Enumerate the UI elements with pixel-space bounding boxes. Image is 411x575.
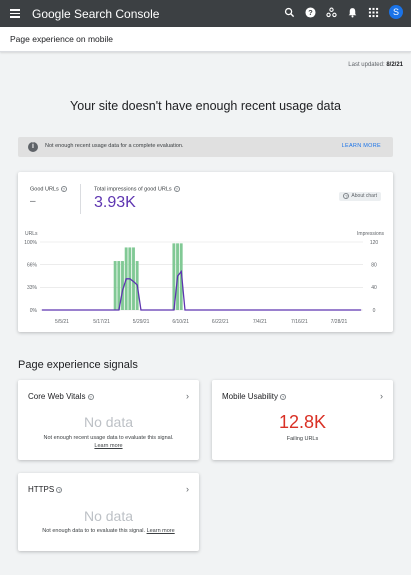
- help-icon[interactable]: ?: [173, 186, 180, 192]
- help-icon[interactable]: ?: [280, 393, 287, 400]
- x-tick-label: 5/29/21: [133, 319, 150, 325]
- x-tick-label: 6/10/21: [172, 319, 189, 325]
- cwv-nodata: No data: [83, 414, 134, 430]
- https-description: Not enough data to to evaluate this sign…: [18, 527, 199, 535]
- right-ticks: 120 80 40 0: [370, 240, 379, 314]
- https-title: HTTPS: [28, 485, 55, 494]
- last-updated: Last updated: 8/2/21: [348, 62, 403, 68]
- performance-chart: URLs Impressions 100% 66% 33% 0% 120 80 40 0 5…: [24, 231, 384, 325]
- bar: [172, 243, 176, 310]
- apps-icon[interactable]: [368, 7, 379, 18]
- page-title: Page experience on mobile: [10, 34, 114, 44]
- chevron-right-icon[interactable]: ›: [186, 391, 189, 401]
- chart-grid: [40, 241, 363, 311]
- right-tick-label: 120: [370, 240, 379, 246]
- good-urls-bars: [113, 243, 183, 310]
- good-urls-value: –: [30, 196, 36, 208]
- notifications-icon[interactable]: [347, 7, 358, 18]
- left-ticks: 100% 66% 33% 0%: [24, 240, 37, 314]
- left-tick-label: 0%: [30, 308, 38, 314]
- svg-text:?: ?: [308, 7, 313, 16]
- x-tick-label: 5/5/21: [55, 319, 69, 325]
- help-icon[interactable]: ?: [60, 186, 67, 192]
- last-updated-label: Last updated:: [348, 62, 385, 68]
- help-icon: ?: [343, 192, 350, 199]
- last-updated-value: 8/2/21: [386, 62, 403, 68]
- bar: [121, 261, 124, 310]
- good-urls-metric[interactable]: Good URLs? –: [30, 186, 67, 207]
- https-card[interactable]: HTTPS? › No data Not enough data to to e…: [18, 473, 199, 551]
- impressions-line: [41, 269, 362, 311]
- right-tick-label: 80: [371, 262, 377, 268]
- mu-value: 12.8K: [278, 412, 327, 432]
- page-header: Page experience on mobile: [0, 27, 411, 52]
- help-icon[interactable]: ?: [305, 6, 316, 18]
- left-tick-label: 33%: [27, 285, 38, 291]
- cwv-desc-text: Not enough recent usage data to evaluate…: [43, 435, 174, 441]
- total-impressions-metric[interactable]: Total impressions of good URLs? 3.93K: [94, 186, 180, 212]
- left-tick-label: 100%: [24, 240, 37, 246]
- chevron-right-icon[interactable]: ›: [380, 391, 383, 401]
- right-tick-label: 0: [373, 308, 376, 314]
- top-icons: ? S: [284, 5, 403, 19]
- https-desc-text: Not enough data to to evaluate this sign…: [42, 528, 146, 534]
- mu-title: Mobile Usability: [222, 392, 279, 401]
- help-icon[interactable]: ?: [56, 486, 63, 493]
- help-icon[interactable]: ?: [87, 393, 94, 400]
- core-web-vitals-card[interactable]: Core Web Vitals? › No data Not enough re…: [18, 380, 199, 460]
- avatar[interactable]: S: [389, 5, 403, 19]
- cwv-title: Core Web Vitals: [28, 392, 86, 401]
- https-nodata: No data: [83, 508, 134, 524]
- section-title: Page experience signals: [18, 359, 138, 371]
- x-tick-label: 7/16/21: [291, 319, 308, 325]
- metric-divider: [80, 184, 81, 214]
- menu-icon[interactable]: [10, 9, 20, 18]
- info-icon: i: [28, 142, 38, 152]
- mu-caption: Failing URLs: [286, 436, 319, 442]
- x-tick-label: 5/17/21: [93, 319, 110, 325]
- x-tick-label: 6/22/21: [212, 319, 229, 325]
- about-chart-button[interactable]: ? About chart: [339, 192, 381, 201]
- chevron-right-icon[interactable]: ›: [186, 484, 189, 494]
- x-ticks: 5/5/21 5/17/21 5/29/21 6/10/21 6/22/21 7/4/21…: [55, 319, 347, 325]
- about-chart-label: About chart: [351, 193, 377, 199]
- good-urls-label: Good URLs: [30, 186, 59, 193]
- right-tick-label: 40: [371, 285, 377, 291]
- app-bar: Google Search Console ? S: [0, 0, 411, 27]
- chart-card: Good URLs? – Total impressions of good U…: [18, 172, 393, 332]
- app-title[interactable]: Google Search Console: [32, 7, 160, 21]
- search-icon[interactable]: [284, 7, 295, 18]
- info-banner: i Not enough recent usage data for a com…: [18, 137, 393, 157]
- total-impressions-label: Total impressions of good URLs: [94, 186, 172, 193]
- learn-more-button[interactable]: LEARN MORE: [341, 143, 381, 149]
- bar: [132, 247, 135, 310]
- x-tick-label: 7/4/21: [253, 319, 267, 325]
- left-axis-label: URLs: [25, 231, 38, 237]
- left-tick-label: 66%: [27, 262, 38, 268]
- people-icon[interactable]: [326, 7, 337, 18]
- cwv-learn-more-link[interactable]: Learn more: [94, 443, 123, 449]
- https-learn-more-link[interactable]: Learn more: [146, 528, 175, 534]
- right-axis-label: Impressions: [357, 231, 384, 237]
- bar: [113, 261, 117, 310]
- mobile-usability-card[interactable]: Mobile Usability? › 12.8K Failing URLs: [212, 380, 393, 460]
- headline: Your site doesn't have enough recent usa…: [70, 99, 341, 113]
- total-impressions-value: 3.93K: [94, 194, 136, 212]
- cwv-description: Not enough recent usage data to evaluate…: [18, 434, 199, 450]
- x-tick-label: 7/28/21: [331, 319, 348, 325]
- bar: [117, 261, 121, 310]
- banner-text: Not enough recent usage data for a compl…: [45, 143, 184, 149]
